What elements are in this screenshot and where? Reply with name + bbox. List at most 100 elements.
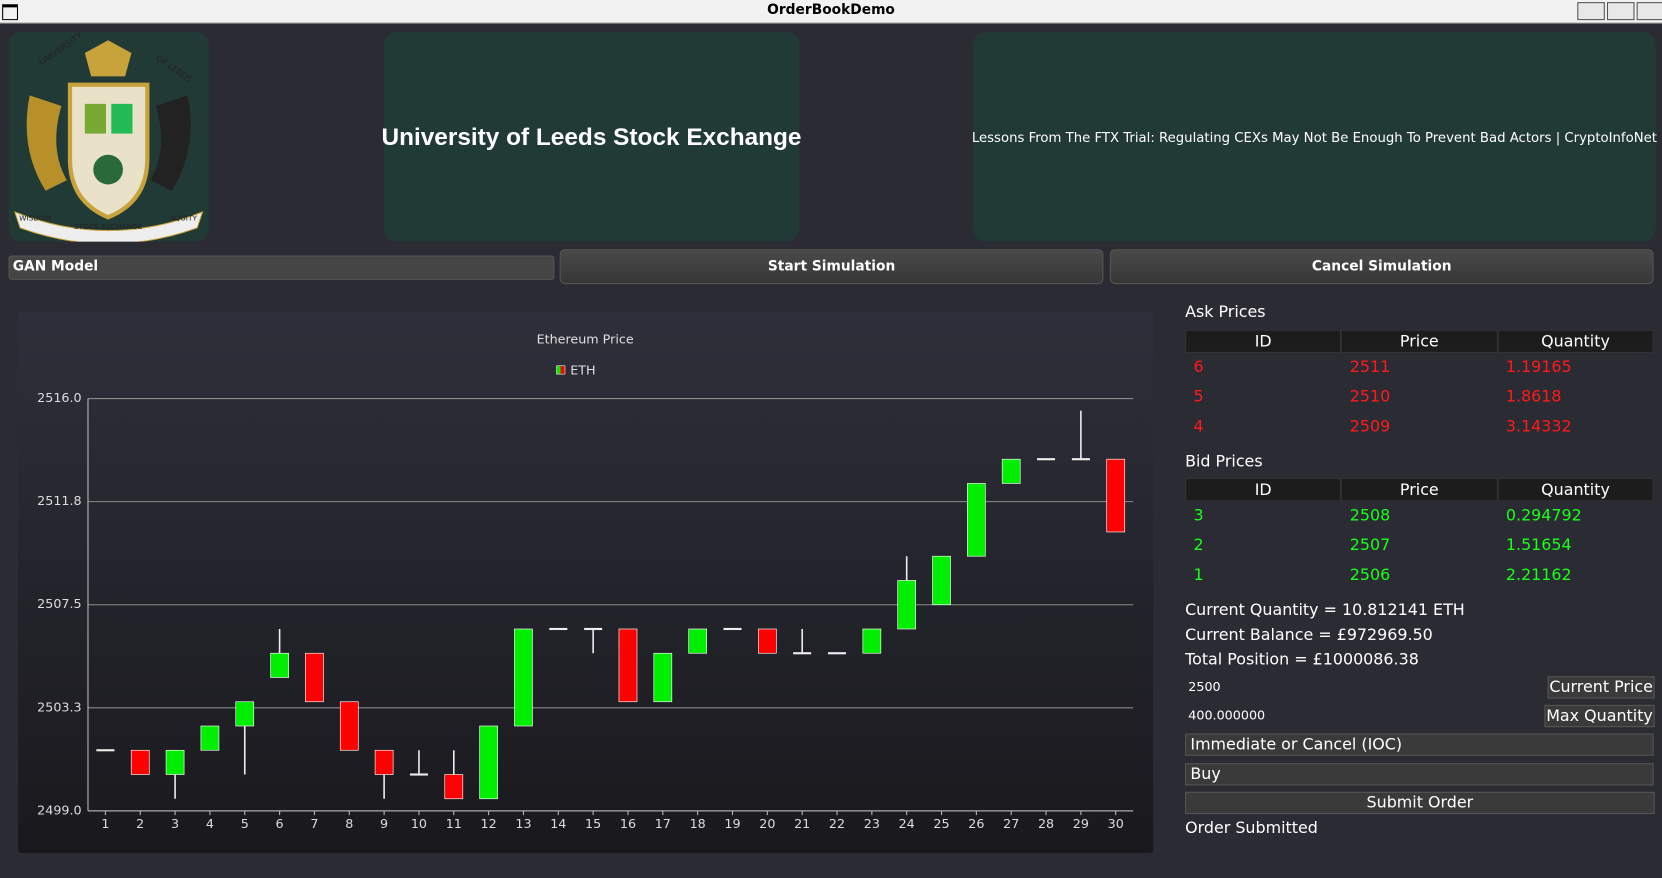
status-balance: Current Balance = £972969.50 (1185, 625, 1433, 645)
candle-body (549, 627, 568, 631)
column-header: Quantity (1497, 478, 1654, 502)
x-tick-label: 23 (864, 816, 880, 831)
legend-marker-up (556, 365, 561, 375)
price-input[interactable]: 2500 (1188, 679, 1221, 695)
x-tick-label: 16 (620, 816, 636, 831)
candle-body (828, 652, 847, 655)
minimize-button[interactable] (1577, 2, 1605, 21)
x-tick-label: 19 (724, 816, 740, 831)
candle-body (444, 774, 464, 800)
x-tick-label: 21 (794, 816, 810, 831)
header-title: University of Leeds Stock Exchange (381, 122, 802, 150)
candle-body (235, 701, 255, 727)
candle-body (723, 627, 742, 631)
status-quantity: Current Quantity = 10.812141 ETH (1185, 599, 1465, 620)
y-tick-label: 2503.3 (37, 699, 81, 714)
x-tick-label: 12 (481, 816, 497, 831)
legend-marker-down (560, 365, 565, 375)
news-headline: Lessons From The FTX Trial: Regulating C… (971, 128, 1657, 145)
x-tick-label: 15 (585, 816, 601, 831)
table-cell: 2509 (1349, 416, 1391, 436)
candle-body (479, 725, 498, 800)
candle-body (374, 749, 394, 775)
candle-body (862, 628, 882, 654)
y-tick-label: 2507.5 (37, 596, 81, 611)
column-header: ID (1185, 478, 1342, 502)
x-tick-label: 25 (933, 816, 949, 831)
logo: UNIVERSITY OF LEEDS WISDOM STOCK EXCHANG… (13, 30, 204, 245)
bids-title: Bid Prices (1185, 451, 1263, 471)
candle-body (653, 652, 673, 703)
start-button[interactable]: Start Simulation (559, 249, 1104, 285)
candle-body (967, 483, 986, 557)
asks-title: Ask Prices (1185, 302, 1266, 322)
x-tick-label: 22 (829, 816, 845, 831)
logo-text: AQUITY (170, 213, 198, 222)
candle-body (200, 725, 220, 751)
candle-body (339, 701, 359, 751)
x-tick-label: 2 (136, 816, 144, 831)
window-icon (2, 4, 19, 21)
window-title: OrderBookDemo (767, 2, 895, 19)
cancel-button[interactable]: Cancel Simulation (1109, 249, 1654, 285)
quantity-input[interactable]: 400.000000 (1188, 708, 1266, 723)
model-select[interactable]: GAN Model (8, 255, 555, 280)
order-message: Order Submitted (1185, 818, 1318, 838)
candle-body (897, 580, 917, 630)
side-select[interactable]: Buy (1185, 763, 1654, 786)
table-cell: 1.51654 (1505, 535, 1572, 555)
table-cell: 1.8618 (1505, 386, 1562, 406)
x-tick-label: 18 (690, 816, 706, 831)
chart: Ethereum Price 2499.0 2503.3 2507.5 2511.8 2… (18, 311, 1154, 854)
x-tick-label: 7 (310, 816, 318, 831)
candle-body (305, 652, 324, 703)
table-cell: 3 (1193, 505, 1204, 525)
x-tick-label: 6 (276, 816, 284, 831)
order-type-select[interactable]: Immediate or Cancel (IOC) (1185, 733, 1654, 756)
title-bar: OrderBookDemo (0, 0, 1662, 24)
x-tick-label: 11 (446, 816, 462, 831)
candle-body (1106, 458, 1126, 533)
table-cell: 4 (1193, 416, 1204, 436)
candle-body (96, 749, 115, 752)
candle-body (165, 749, 185, 775)
x-tick-label: 8 (345, 816, 353, 831)
x-tick-label: 24 (899, 816, 915, 831)
x-tick-label: 28 (1038, 816, 1054, 831)
column-header: Quantity (1497, 329, 1654, 353)
candle-body (1071, 458, 1090, 461)
table-cell: 1 (1193, 564, 1204, 585)
table-cell: 2507 (1349, 535, 1391, 555)
x-tick-label: 27 (1003, 816, 1019, 831)
current-price-button[interactable]: Current Price (1547, 676, 1655, 699)
table-cell: 2511 (1349, 357, 1391, 377)
legend-marker-border (556, 365, 566, 375)
candle-body (758, 628, 777, 654)
chart-background (18, 311, 1154, 854)
candle-body (584, 627, 603, 631)
x-tick-label: 13 (515, 816, 531, 831)
header-box: University of Leeds Stock Exchange (381, 31, 802, 242)
y-tick-label: 2511.8 (37, 493, 81, 508)
x-tick-label: 5 (241, 816, 249, 831)
max-quantity-button[interactable]: Max Quantity (1544, 704, 1655, 728)
table-cell: 5 (1193, 386, 1204, 406)
table-cell: 2506 (1349, 564, 1391, 585)
x-tick-label: 17 (655, 816, 671, 831)
table-cell: 3.14332 (1505, 416, 1572, 436)
x-tick-label: 1 (101, 816, 109, 831)
y-tick-label: 2516.0 (37, 390, 81, 405)
candle-body (688, 628, 707, 654)
candle-body (1037, 458, 1056, 461)
candle-body (514, 628, 533, 727)
maximize-button[interactable] (1606, 2, 1635, 21)
candle-body (932, 555, 951, 606)
submit-button[interactable]: Submit Order (1185, 791, 1655, 815)
logo-text: WISDOM (19, 213, 51, 222)
close-button[interactable] (1636, 2, 1662, 21)
column-header: Price (1341, 329, 1498, 353)
x-tick-label: 30 (1108, 816, 1124, 831)
x-tick-label: 10 (411, 816, 427, 831)
table-cell: 6 (1193, 357, 1204, 377)
